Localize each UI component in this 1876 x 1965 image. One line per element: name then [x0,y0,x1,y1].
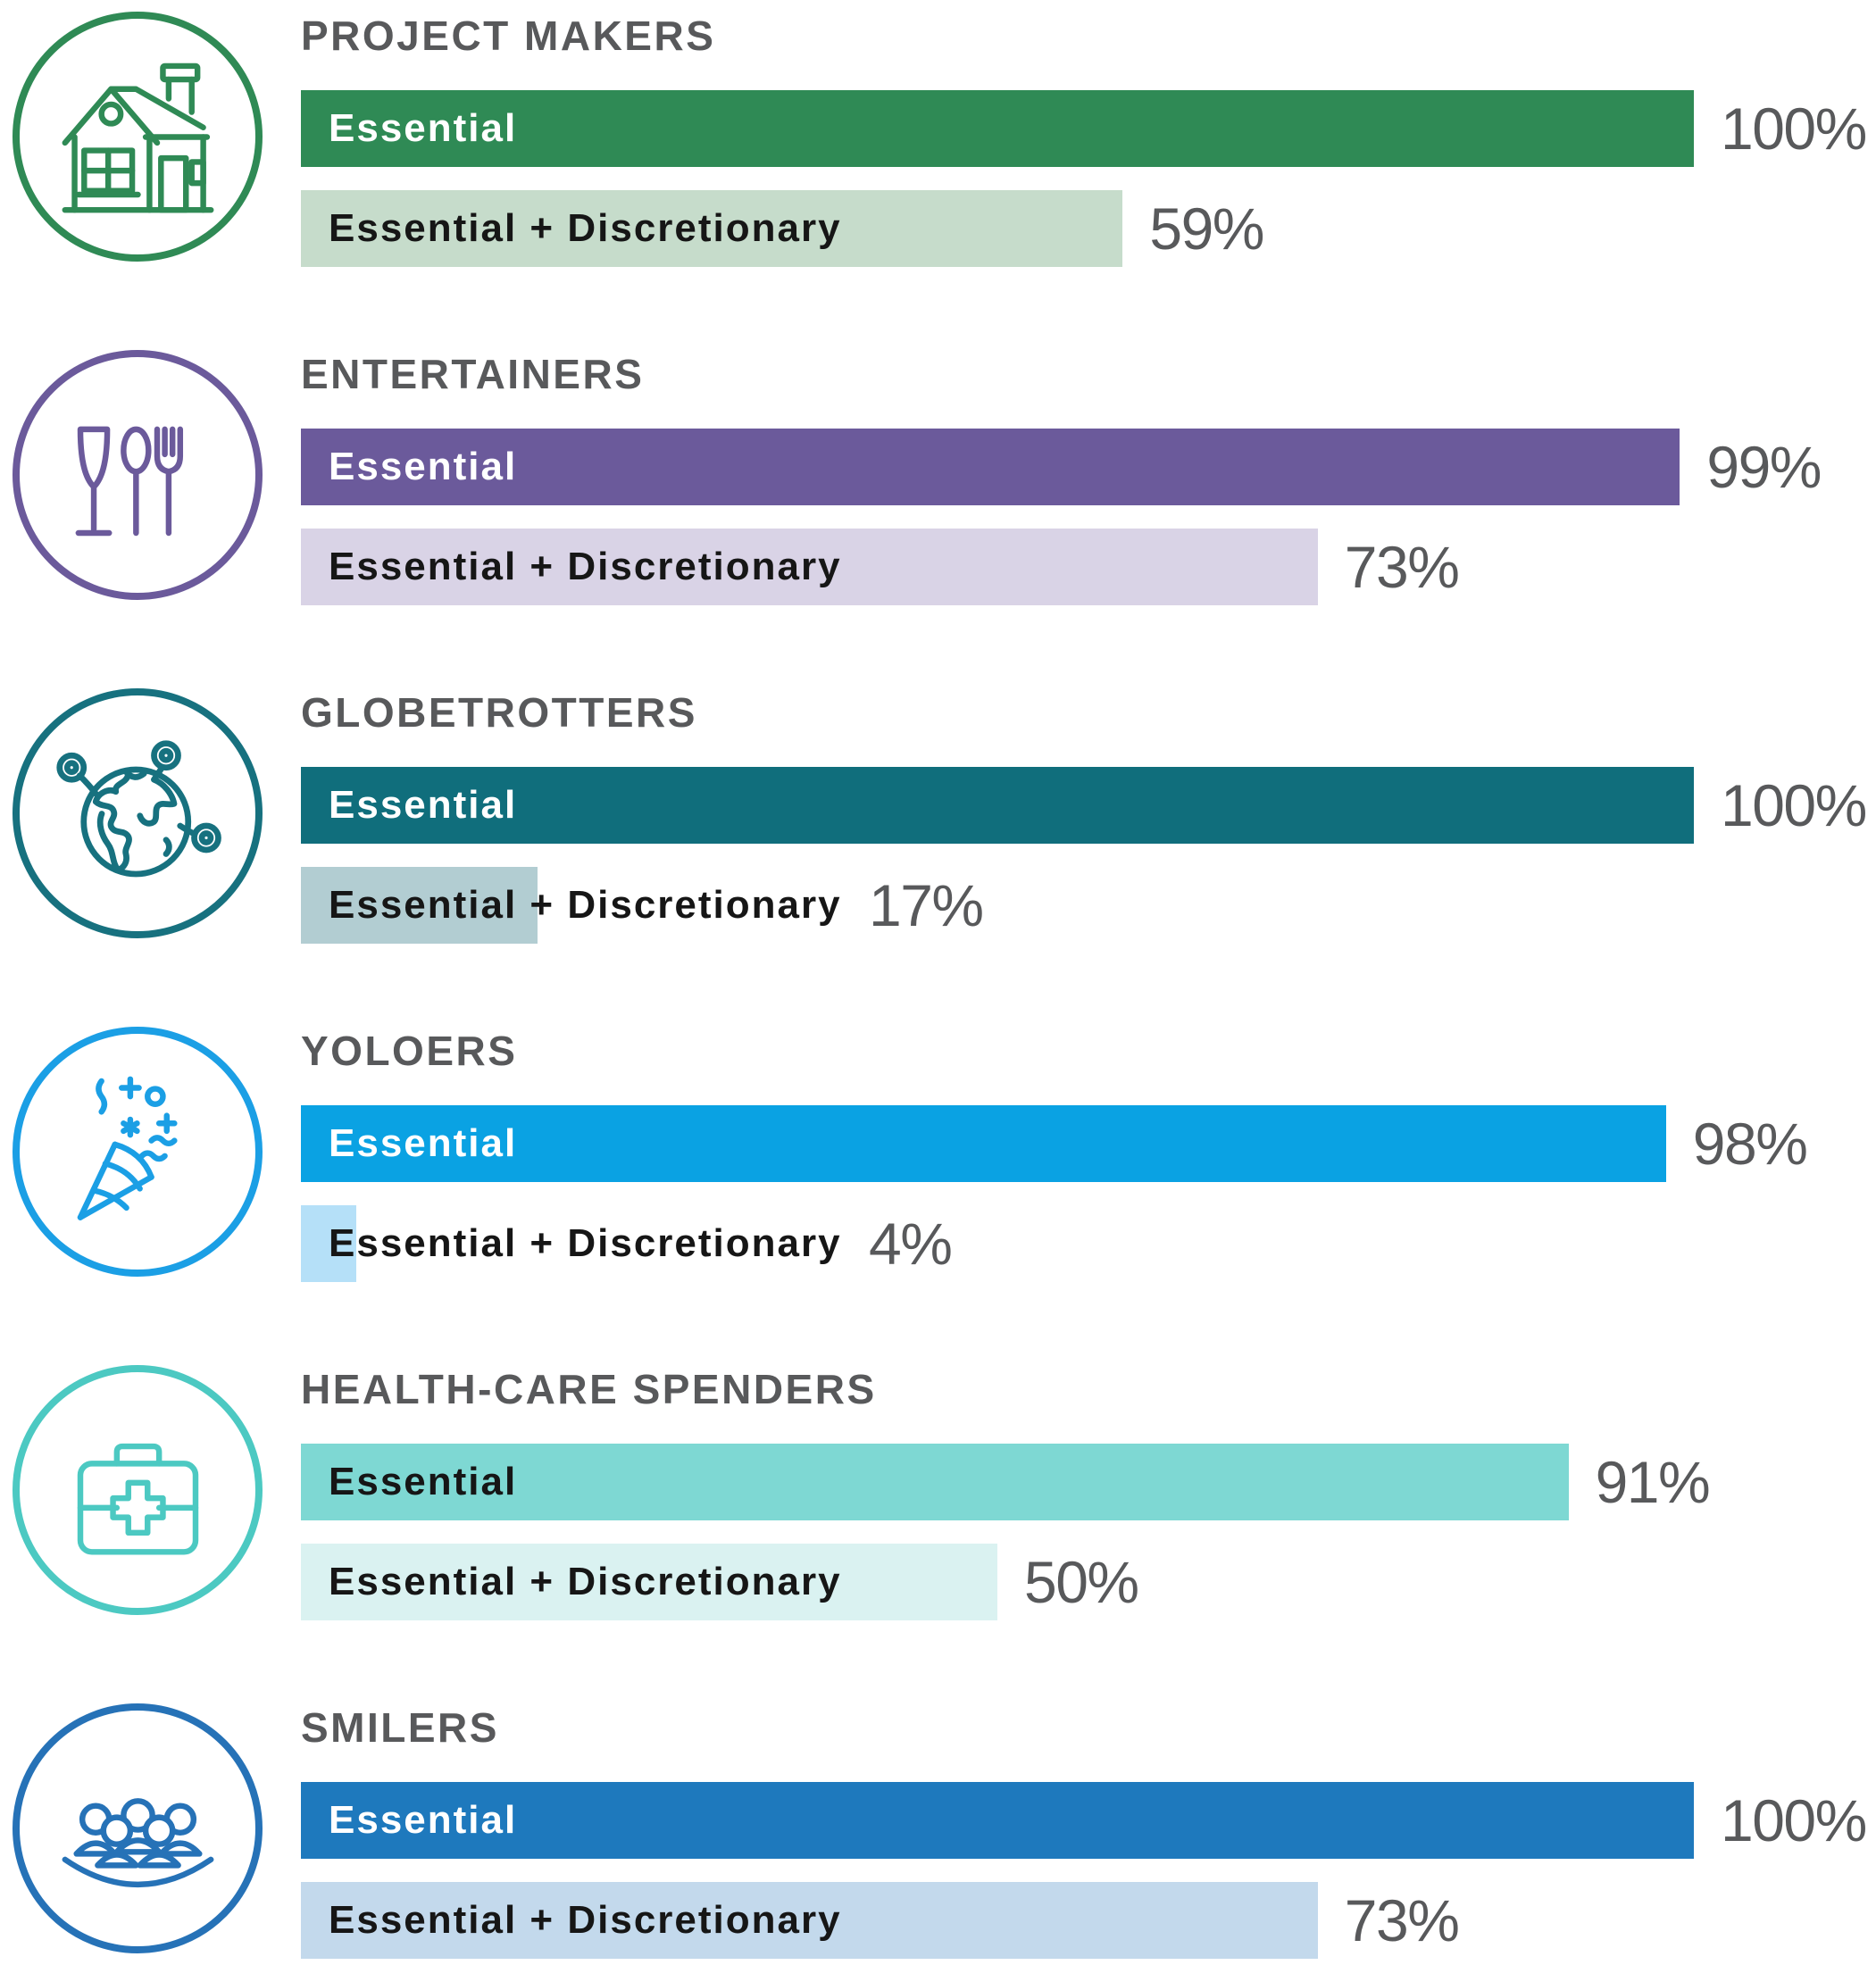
discretionary-bar-fill [301,867,538,944]
essential-bar-label: Essential [329,106,518,150]
essential-bar-fill [301,1105,1666,1182]
essential-bar-label: Essential [329,783,518,827]
persona-title: HEALTH-CARE SPENDERS [301,1366,877,1412]
persona-row-yoloers: YOLOERS Essential 98% Essential + Discre… [0,1024,1876,1362]
discretionary-bar-fill [301,1882,1318,1959]
discretionary-percent-value: 50% [1024,1549,1139,1615]
essential-bar-label: Essential [329,1121,518,1165]
discretionary-percent-value: 73% [1344,1887,1460,1953]
essential-bar-label: Essential [329,1798,518,1842]
essential-bar-track: Essential 100% [301,90,1867,167]
discretionary-bar-track: Essential + Discretionary 73% [301,529,1694,605]
discretionary-bar-track: Essential + Discretionary 59% [301,190,1694,267]
essential-percent-value: 98% [1692,1111,1808,1177]
discretionary-bar-track: Essential + Discretionary 4% [301,1205,1694,1282]
essential-bar-fill [301,1444,1569,1520]
discretionary-bar-track: Essential + Discretionary 73% [301,1882,1694,1959]
persona-row-project-makers: PROJECT MAKERS Essential 100% Essential … [0,9,1876,347]
persona-row-globetrotters: GLOBETROTTERS Essential 100% Essential +… [0,686,1876,1024]
essential-bar-track: Essential 99% [301,429,1822,505]
discretionary-bar-label: Essential + Discretionary [329,206,842,250]
persona-row-smilers: SMILERS Essential 100% Essential + Discr… [0,1701,1876,1965]
essential-percent-value: 100% [1721,772,1867,838]
persona-title: SMILERS [301,1704,499,1751]
discretionary-percent-value: 59% [1149,196,1264,262]
essential-bar-track: Essential 100% [301,767,1867,844]
dining-icon [13,350,263,600]
essential-bar-fill [301,429,1680,505]
first-aid-icon [13,1365,263,1615]
discretionary-bar-track: Essential + Discretionary 17% [301,867,1694,944]
persona-title: GLOBETROTTERS [301,689,697,736]
discretionary-bar-label: Essential + Discretionary [329,1221,842,1265]
discretionary-bar-fill [301,190,1123,267]
persona-title: ENTERTAINERS [301,351,645,397]
discretionary-bar-label: Essential + Discretionary [329,1560,842,1603]
essential-percent-value: 100% [1721,96,1867,162]
discretionary-percent-value: 73% [1344,534,1460,600]
persona-row-health-care-spenders: HEALTH-CARE SPENDERS Essential 91% Essen… [0,1362,1876,1701]
persona-title: PROJECT MAKERS [301,12,716,59]
discretionary-bar-label: Essential + Discretionary [329,545,842,588]
essential-bar-track: Essential 100% [301,1782,1867,1859]
discretionary-bar-fill [301,529,1318,605]
essential-percent-value: 91% [1595,1449,1711,1515]
discretionary-percent-value: 4% [869,1211,953,1277]
discretionary-bar-fill [301,1205,357,1282]
house-icon [13,12,263,262]
discretionary-bar-track: Essential + Discretionary 50% [301,1544,1694,1620]
essential-bar-fill [301,90,1694,167]
essential-bar-track: Essential 91% [301,1444,1711,1520]
essential-percent-value: 100% [1721,1787,1867,1853]
globe-icon [13,688,263,938]
discretionary-bar-label: Essential + Discretionary [329,1898,842,1942]
persona-title: YOLOERS [301,1028,518,1074]
discretionary-bar-fill [301,1544,997,1620]
chart-body: PROJECT MAKERS Essential 100% Essential … [0,9,1876,1965]
discretionary-percent-value: 17% [869,872,984,938]
essential-bar-track: Essential 98% [301,1105,1808,1182]
party-popper-icon [13,1027,263,1277]
essential-bar-fill [301,767,1694,844]
essential-bar-fill [301,1782,1694,1859]
essential-percent-value: 99% [1706,434,1822,500]
discretionary-bar-label: Essential + Discretionary [329,883,842,927]
essential-bar-label: Essential [329,1460,518,1503]
essential-bar-label: Essential [329,445,518,488]
crowd-icon [13,1703,263,1953]
persona-row-entertainers: ENTERTAINERS Essential 99% Essential + D… [0,347,1876,686]
